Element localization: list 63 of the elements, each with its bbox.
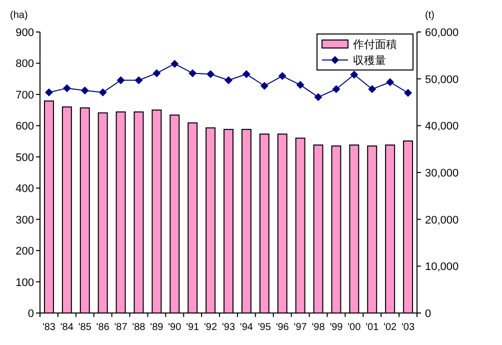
point [332,85,340,94]
point [242,70,250,78]
x-tick-label: '91 [186,322,200,333]
point [278,72,286,80]
point [314,93,322,102]
point [62,84,71,92]
y-tick-label: 200 [16,246,34,258]
x-tick-label: '88 [132,322,146,333]
x-tick-label: '89 [150,322,164,333]
y-tick-label: 0 [28,308,34,320]
point [188,69,197,78]
y2-tick-label: 40,000 [425,120,459,133]
point [134,76,143,84]
y2-tick-label: 30,000 [425,168,459,180]
x-tick-label: '86 [96,322,110,333]
x-tick-label: '02 [384,322,398,333]
x-tick-label: '90 [168,322,182,333]
x-tick-label: '84 [60,322,74,333]
x-tick-label: '96 [276,322,290,333]
y2-tick-label: 0 [425,308,432,320]
point [44,88,53,96]
y2-tick-label: 10,000 [425,261,459,274]
y-tick-label: 300 [16,214,34,226]
x-tick-label: '87 [114,322,128,333]
legend-label: 収穫量 [353,54,386,67]
x-tick-label: '99 [330,322,344,333]
x-tick-label: '03 [402,322,415,333]
point [296,80,304,89]
y-tick-label: 700 [16,89,34,102]
x-tick-label: '01 [366,322,380,333]
point [404,88,412,97]
point [152,69,161,78]
y2-tick-label: 50,000 [425,74,459,86]
point [350,70,358,79]
x-tick-label: '83 [42,322,56,333]
y-tick-label: 500 [16,152,34,164]
point [116,76,125,84]
point [98,88,107,96]
legend-label: 作付面積 [352,39,397,51]
y-tick-label: 900 [16,27,34,39]
y2-tick-label: 20,000 [425,214,459,226]
y-tick-label: 100 [16,276,34,289]
y2-tick-label: 60,000 [425,27,459,39]
y-tick-label: 600 [16,120,34,133]
x-tick-label: '85 [78,322,92,333]
x-tick-label: '00 [348,322,362,333]
point [170,60,179,68]
y-tick-label: 800 [16,58,34,70]
y2-axis-title: (t) [425,10,434,21]
x-tick-label: '94 [240,322,254,333]
point [260,82,268,90]
x-tick-label: '95 [258,322,272,333]
point [368,85,376,94]
x-tick-label: '97 [294,322,308,333]
point [224,76,232,84]
x-tick-label: '92 [204,322,218,333]
point [386,78,394,86]
y-axis-title: (ha) [10,10,28,21]
x-tick-label: '93 [222,322,236,333]
point [206,70,215,78]
y-tick-label: 400 [16,183,34,196]
point [80,86,89,95]
x-tick-label: '98 [312,322,326,333]
